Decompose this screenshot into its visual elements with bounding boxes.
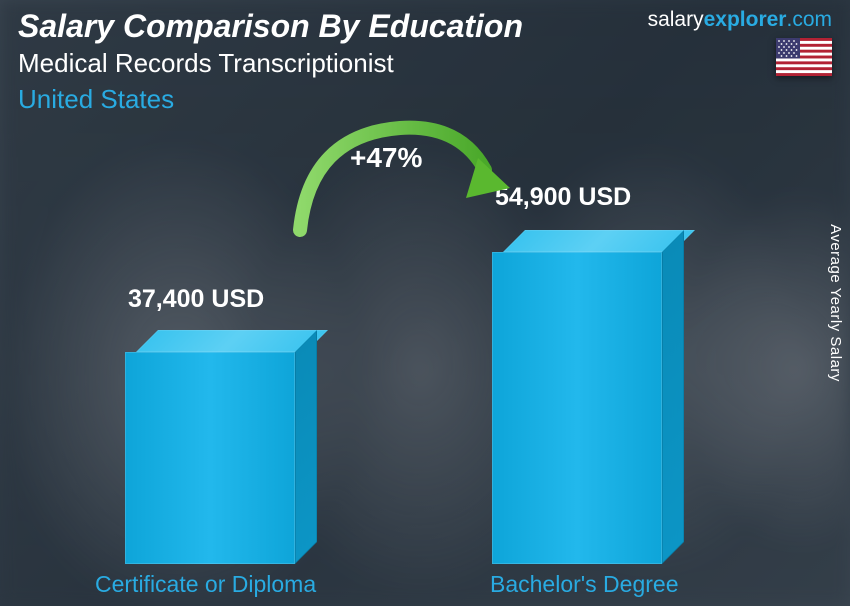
header: Salary Comparison By Education Medical R… [18, 8, 832, 116]
brand-part3: .com [786, 8, 832, 31]
brand-part1: salary [648, 8, 704, 31]
us-flag-icon [776, 38, 832, 76]
bar-bachelor [492, 252, 662, 564]
increase-arrow-icon [280, 110, 510, 250]
page-subtitle: Medical Records Transcriptionist [18, 47, 523, 81]
title-block: Salary Comparison By Education Medical R… [18, 8, 523, 116]
bar-certificate [125, 352, 295, 564]
country-label: United States [18, 83, 523, 117]
page-title: Salary Comparison By Education [18, 8, 523, 45]
percent-increase-badge: +47% [350, 142, 422, 174]
category-label-bachelor: Bachelor's Degree [490, 571, 679, 598]
y-axis-label: Average Yearly Salary [827, 224, 844, 382]
bar-value-certificate: 37,400 USD [128, 285, 264, 314]
brand-block: salaryexplorer.com [648, 8, 832, 76]
brand-text: salaryexplorer.com [648, 8, 832, 32]
bar-value-bachelor: 54,900 USD [495, 183, 631, 212]
brand-part2: explorer [704, 8, 787, 31]
category-label-certificate: Certificate or Diploma [95, 571, 316, 598]
